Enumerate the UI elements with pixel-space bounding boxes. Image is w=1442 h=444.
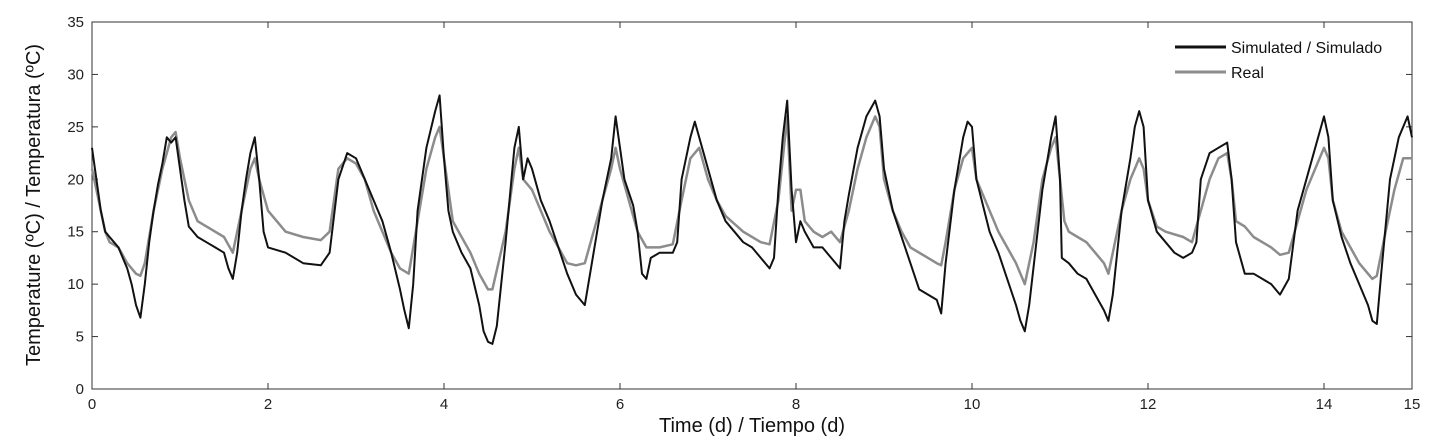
legend-label-simulated: Simulated / Simulado [1231,40,1382,57]
x-tick-label: 2 [264,396,272,413]
y-tick-label: 35 [67,14,84,31]
series-line-simulated [91,94,1413,345]
x-tick-label: 12 [1140,396,1157,413]
x-tick-label: 14 [1316,396,1333,413]
x-tick-label: 8 [792,396,800,413]
series-layer [90,94,1413,345]
x-tick-label: 10 [964,396,981,413]
legend: Simulated / Simulado Real [1175,40,1382,82]
x-axis-title: Time (d) / Tiempo (d) [659,415,845,437]
y-axis-title: Temperature (ºC) / Temperatura (ºC) [23,44,45,366]
x-tick-label: 0 [88,396,96,413]
y-tick-label: 10 [67,276,84,293]
y-tick-label: 0 [76,381,84,398]
x-tick-label: 6 [616,396,624,413]
ticks-layer: 0 2 4 6 8 10 12 14 15 0 5 10 15 20 25 30 35 [67,14,1420,413]
y-tick-label: 5 [76,329,84,346]
y-tick-label: 20 [67,171,84,188]
legend-label-real: Real [1231,65,1264,82]
x-tick-label: 15 [1404,396,1421,413]
y-tick-label: 15 [67,224,84,241]
plot-area [91,21,1413,390]
y-tick-label: 25 [67,119,84,136]
y-tick-label: 30 [67,66,84,83]
x-tick-label: 4 [440,396,448,413]
